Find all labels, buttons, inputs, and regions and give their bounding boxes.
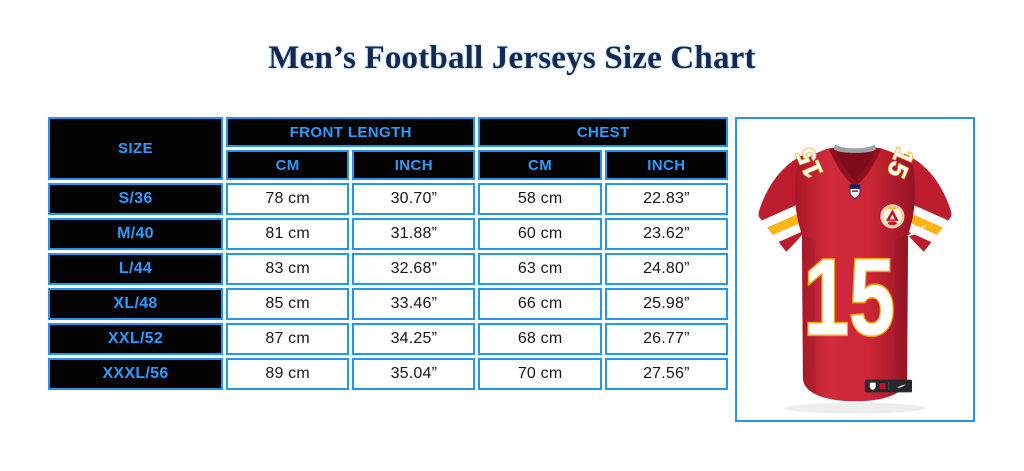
collar-back-trim: [833, 144, 877, 153]
chest-cm-cell: 63 cm: [478, 253, 602, 285]
svg-text:15: 15: [803, 238, 894, 358]
size-cell: M/40: [48, 218, 224, 250]
collar-v-trim: [829, 147, 881, 186]
chest-inch-cell: 23.62”: [604, 218, 728, 250]
jock-nfl-shield-icon: [869, 382, 876, 391]
size-cell: XXXL/56: [48, 358, 224, 390]
chest-inch-cell: 27.56”: [604, 358, 728, 390]
team-patch-icon: [878, 202, 906, 230]
front-length-inch-cell: 32.68”: [352, 253, 476, 285]
jersey-shadow: [784, 402, 926, 414]
header-chest-inch: INCH: [604, 150, 728, 180]
front-length-cm-cell: 87 cm: [226, 323, 350, 355]
jock-tag: [864, 379, 913, 393]
front-length-cm-cell: 85 cm: [226, 288, 350, 320]
chest-cm-cell: 68 cm: [478, 323, 602, 355]
header-chest-cm: CM: [478, 150, 602, 180]
chest-cm-cell: 66 cm: [478, 288, 602, 320]
table-row: M/40 81 cm 31.88” 60 cm 23.62”: [48, 218, 728, 250]
page-title: Men’s Football Jerseys Size Chart: [268, 40, 756, 76]
table-row: XXL/52 87 cm 34.25” 68 cm 26.77”: [48, 323, 728, 355]
front-length-inch-cell: 30.70”: [352, 183, 476, 215]
mesh-panel-right: [894, 234, 909, 395]
header-front-length: FRONT LENGTH: [226, 117, 476, 147]
front-length-cm-cell: 89 cm: [226, 358, 350, 390]
size-table-body: S/36 78 cm 30.70” 58 cm 22.83” M/40 81 c…: [48, 183, 728, 390]
front-length-inch-cell: 33.46”: [352, 288, 476, 320]
table-row: XXXL/56 89 cm 35.04” 70 cm 27.56”: [48, 358, 728, 390]
collar-inner: [832, 148, 878, 181]
front-length-cm-cell: 81 cm: [226, 218, 350, 250]
jersey-number: 15: [802, 236, 896, 359]
swoosh-icon: [907, 224, 928, 236]
front-length-cm-cell: 83 cm: [226, 253, 350, 285]
jersey-image: 15 15 15: [737, 143, 952, 414]
chest-inch-cell: 24.80”: [604, 253, 728, 285]
mesh-panel-left: [801, 234, 816, 395]
chest-inch-cell: 26.77”: [604, 323, 728, 355]
chest-inch-cell: 25.98”: [604, 288, 728, 320]
header-front-inch: INCH: [352, 150, 476, 180]
content-area: SIZE FRONT LENGTH CHEST CM INCH CM INCH …: [45, 114, 975, 422]
front-length-cm-cell: 78 cm: [226, 183, 350, 215]
jock-swoosh-icon: [897, 384, 907, 388]
header-front-cm: CM: [226, 150, 350, 180]
nfl-shield-icon: [849, 184, 861, 199]
chest-cm-cell: 58 cm: [478, 183, 602, 215]
front-length-inch-cell: 35.04”: [352, 358, 476, 390]
size-cell: XL/48: [48, 288, 224, 320]
front-length-inch-cell: 31.88”: [352, 218, 476, 250]
table-row: S/36 78 cm 30.70” 58 cm 22.83”: [48, 183, 728, 215]
size-cell: L/44: [48, 253, 224, 285]
chest-cm-cell: 70 cm: [478, 358, 602, 390]
table-row: L/44 83 cm 32.68” 63 cm 24.80”: [48, 253, 728, 285]
front-length-inch-cell: 34.25”: [352, 323, 476, 355]
jersey-image-box: 15 15 15: [735, 117, 975, 422]
table-row: XL/48 85 cm 33.46” 66 cm 25.98”: [48, 288, 728, 320]
chest-cm-cell: 60 cm: [478, 218, 602, 250]
size-cell: XXL/52: [48, 323, 224, 355]
size-cell: S/36: [48, 183, 224, 215]
header-chest: CHEST: [478, 117, 728, 147]
size-chart-table: SIZE FRONT LENGTH CHEST CM INCH CM INCH …: [45, 114, 731, 393]
chest-inch-cell: 22.83”: [604, 183, 728, 215]
header-size: SIZE: [48, 117, 224, 180]
